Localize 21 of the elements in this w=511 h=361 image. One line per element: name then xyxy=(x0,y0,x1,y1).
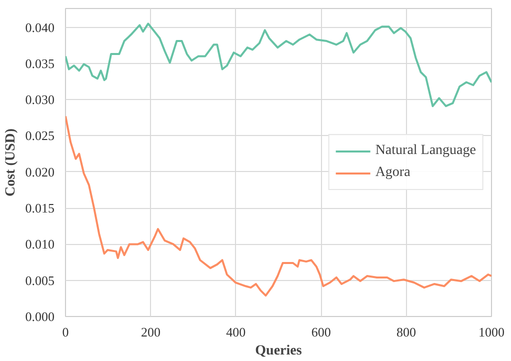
x-tick-label: 600 xyxy=(311,324,331,340)
x-tick-label: 800 xyxy=(396,324,416,340)
x-tick-label: 1000 xyxy=(478,324,504,340)
line-series xyxy=(66,115,492,297)
y-axis-title: Cost (USD) xyxy=(3,128,18,197)
y-tick-label: 0.000 xyxy=(25,309,54,324)
legend-label: Agora xyxy=(375,165,410,181)
y-tick-label: 0.040 xyxy=(25,20,54,35)
y-tick-label: 0.015 xyxy=(25,200,54,216)
x-tick-label: 400 xyxy=(226,324,246,340)
line-series xyxy=(66,22,492,108)
legend-label: Natural Language xyxy=(375,143,476,159)
y-tick-label: 0.035 xyxy=(25,56,54,71)
y-tick-label: 0.005 xyxy=(25,272,54,288)
y-tick-label: 0.010 xyxy=(25,236,54,252)
x-tick-label: 200 xyxy=(140,324,160,340)
x-tick-label: 0 xyxy=(62,324,69,340)
y-tick-label: 0.030 xyxy=(25,92,54,108)
y-tick-label: 0.025 xyxy=(25,128,54,144)
x-axis-title: Queries xyxy=(255,344,302,358)
y-tick-label: 0.020 xyxy=(25,164,54,180)
